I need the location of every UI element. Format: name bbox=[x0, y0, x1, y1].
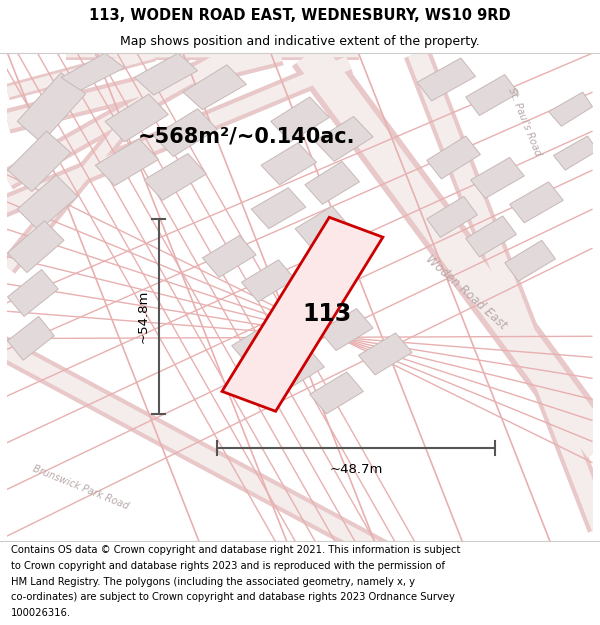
Polygon shape bbox=[295, 206, 349, 248]
Text: 100026316.: 100026316. bbox=[11, 608, 71, 618]
Polygon shape bbox=[17, 72, 85, 143]
Polygon shape bbox=[310, 372, 364, 414]
Polygon shape bbox=[105, 94, 169, 142]
Polygon shape bbox=[505, 241, 556, 281]
Text: ~54.8m: ~54.8m bbox=[137, 290, 149, 343]
Polygon shape bbox=[261, 143, 317, 185]
Text: 113: 113 bbox=[302, 302, 352, 326]
Text: Brunswick Park Road: Brunswick Park Road bbox=[31, 463, 130, 511]
Polygon shape bbox=[7, 221, 64, 272]
Polygon shape bbox=[222, 217, 383, 411]
Text: ~568m²/~0.140ac.: ~568m²/~0.140ac. bbox=[137, 126, 355, 146]
Polygon shape bbox=[427, 136, 481, 179]
Polygon shape bbox=[95, 139, 158, 186]
Polygon shape bbox=[314, 116, 373, 161]
Polygon shape bbox=[232, 323, 286, 365]
Text: Woden Road East: Woden Road East bbox=[423, 253, 509, 332]
Polygon shape bbox=[134, 53, 197, 95]
Polygon shape bbox=[7, 131, 71, 192]
Polygon shape bbox=[241, 260, 295, 302]
Polygon shape bbox=[417, 58, 476, 101]
Text: HM Land Registry. The polygons (including the associated geometry, namely x, y: HM Land Registry. The polygons (includin… bbox=[11, 577, 415, 587]
Polygon shape bbox=[61, 53, 125, 90]
Polygon shape bbox=[305, 161, 359, 204]
Polygon shape bbox=[203, 236, 256, 278]
Polygon shape bbox=[466, 74, 518, 116]
Polygon shape bbox=[359, 333, 412, 375]
Text: co-ordinates) are subject to Crown copyright and database rights 2023 Ordnance S: co-ordinates) are subject to Crown copyr… bbox=[11, 592, 455, 602]
Text: St. Paul's Road: St. Paul's Road bbox=[506, 86, 542, 157]
Text: ~48.7m: ~48.7m bbox=[329, 463, 383, 476]
Polygon shape bbox=[554, 136, 598, 170]
Polygon shape bbox=[271, 348, 325, 389]
Text: Contains OS data © Crown copyright and database right 2021. This information is : Contains OS data © Crown copyright and d… bbox=[11, 545, 460, 555]
Polygon shape bbox=[7, 316, 54, 360]
Text: 113, WODEN ROAD EAST, WEDNESBURY, WS10 9RD: 113, WODEN ROAD EAST, WEDNESBURY, WS10 9… bbox=[89, 8, 511, 23]
Polygon shape bbox=[154, 109, 217, 156]
Polygon shape bbox=[7, 269, 58, 316]
Polygon shape bbox=[251, 188, 306, 229]
Polygon shape bbox=[427, 196, 478, 238]
Polygon shape bbox=[281, 284, 334, 326]
Polygon shape bbox=[144, 154, 206, 201]
Polygon shape bbox=[548, 92, 593, 126]
Polygon shape bbox=[271, 97, 329, 142]
Polygon shape bbox=[183, 65, 247, 109]
Text: Map shows position and indicative extent of the property.: Map shows position and indicative extent… bbox=[120, 35, 480, 48]
Text: to Crown copyright and database rights 2023 and is reproduced with the permissio: to Crown copyright and database rights 2… bbox=[11, 561, 445, 571]
Polygon shape bbox=[320, 309, 373, 351]
Polygon shape bbox=[470, 158, 524, 198]
Polygon shape bbox=[509, 182, 563, 222]
Polygon shape bbox=[17, 175, 77, 231]
Polygon shape bbox=[466, 216, 517, 257]
